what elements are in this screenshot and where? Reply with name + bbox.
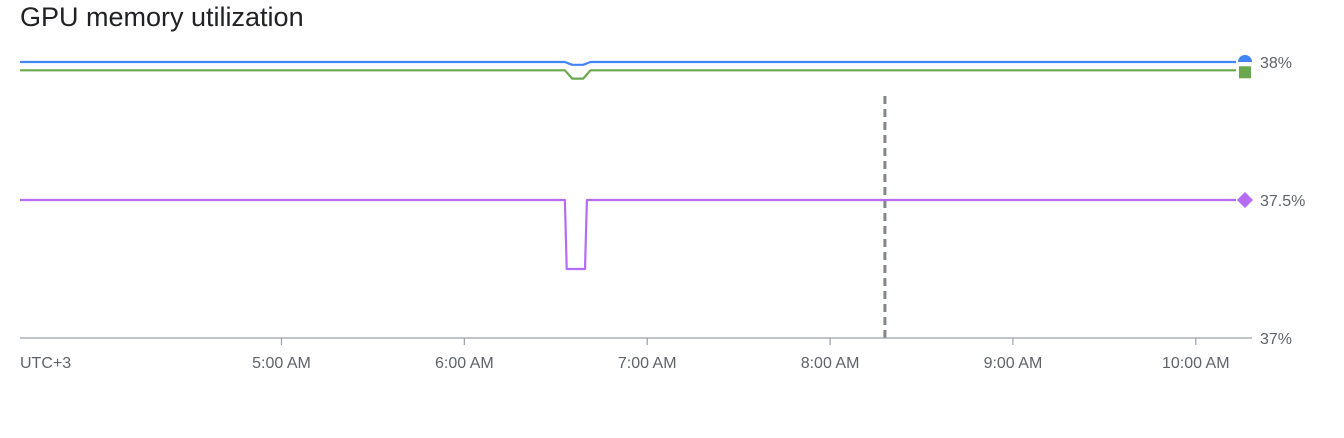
- x-tick-label: 9:00 AM: [984, 355, 1043, 372]
- y-tick-label: 37.5%: [1260, 193, 1305, 210]
- x-tick-label: 6:00 AM: [435, 355, 494, 372]
- series-line-3: [20, 198, 1236, 271]
- series-line-1: [20, 60, 1236, 66]
- series-line-2: [20, 69, 1236, 80]
- x-tick-label: 7:00 AM: [618, 355, 677, 372]
- chart-title: GPU memory utilization: [20, 2, 304, 32]
- series-end-marker: [1237, 192, 1253, 208]
- y-tick-label: 38%: [1260, 55, 1292, 72]
- series-end-marker: [1239, 66, 1251, 79]
- timezone-label: UTC+3: [20, 355, 71, 372]
- series-end-marker: [1238, 55, 1252, 62]
- x-tick-label: 8:00 AM: [801, 355, 860, 372]
- x-tick-label: 5:00 AM: [252, 355, 311, 372]
- y-tick-label: 37%: [1260, 331, 1292, 348]
- x-tick-label: 10:00 AM: [1162, 355, 1230, 372]
